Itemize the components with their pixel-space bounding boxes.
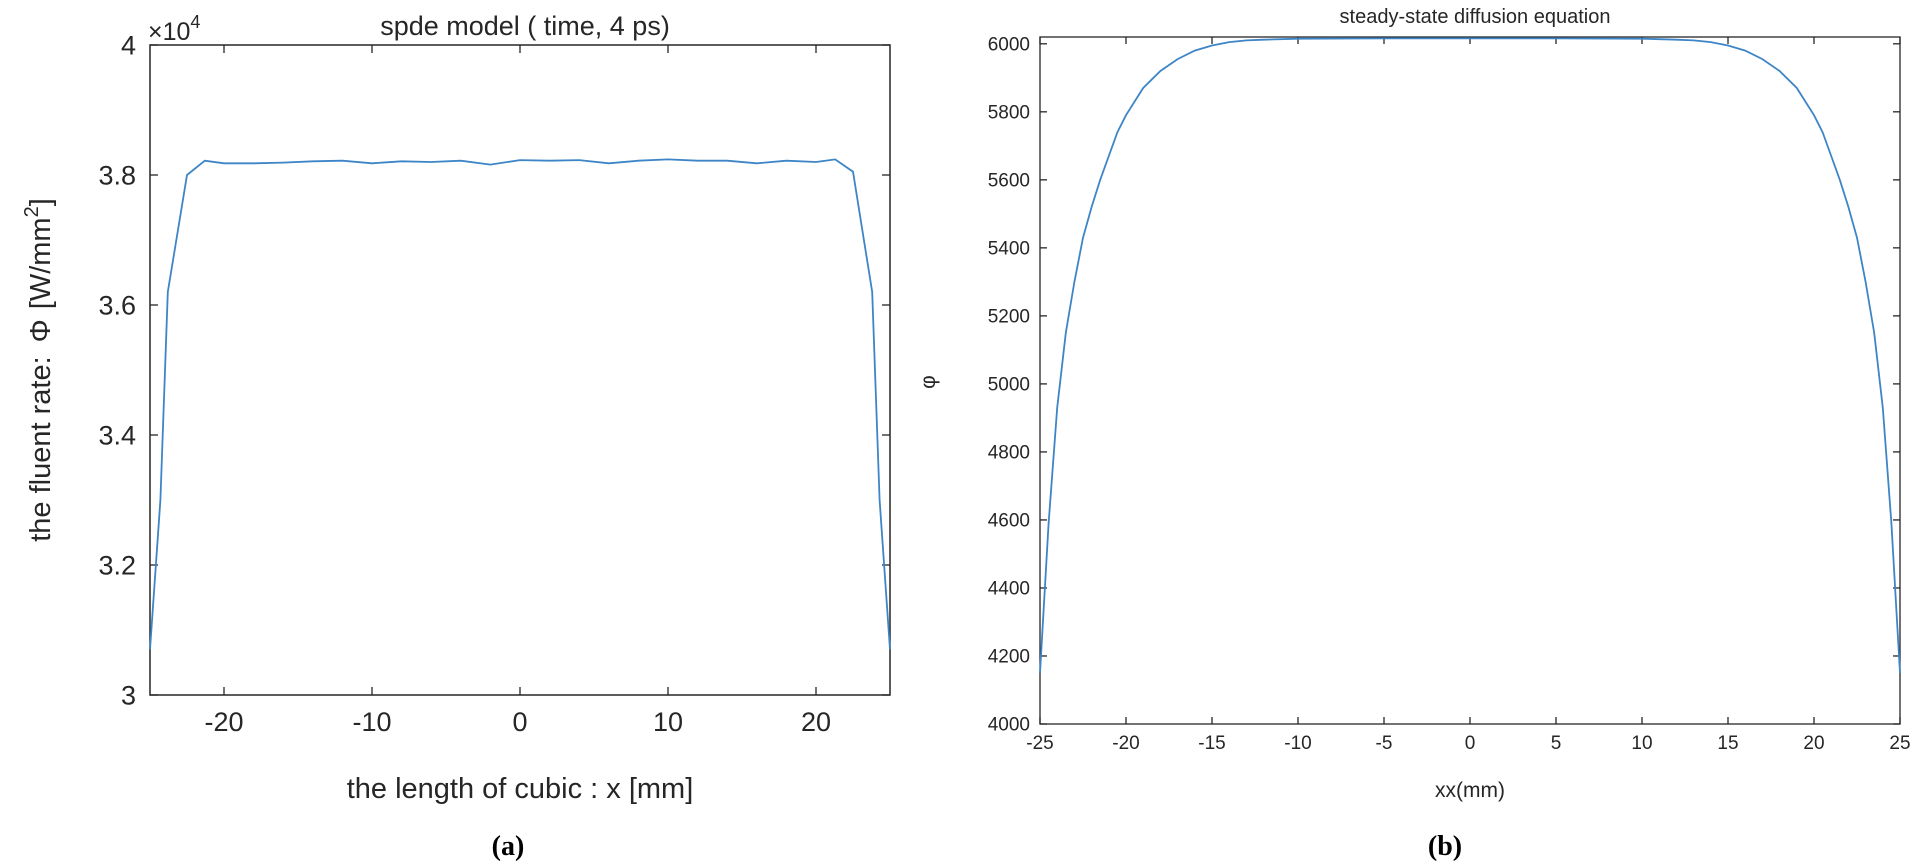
x-tick-label: 15 bbox=[1717, 733, 1738, 754]
x-tick-label: -20 bbox=[1112, 733, 1139, 754]
panel-a: spde model ( time, 4 ps) ×104 -20 -10 0 10 2… bbox=[21, 11, 891, 862]
x-tick-label: -25 bbox=[1026, 733, 1053, 754]
panel-a-x-axis-label: the length of cubic : x [mm] bbox=[347, 773, 694, 805]
y-tick-label: 5800 bbox=[988, 102, 1030, 123]
y-tick-label: 4 bbox=[121, 30, 136, 60]
y-tick-label: 3.2 bbox=[98, 550, 136, 580]
y-tick-label: 5000 bbox=[988, 375, 1030, 396]
y-tick-label: 6000 bbox=[988, 34, 1030, 55]
y-tick-label: 4200 bbox=[988, 647, 1030, 668]
panel-b-series-line bbox=[1039, 37, 1901, 674]
y-tick-label: 3.4 bbox=[98, 420, 136, 450]
panel-b: steady-state diffusion equation -25 -20 -1… bbox=[917, 6, 1911, 862]
panel-b-ticks: -25 -20 -15 -10 -5 0 5 10 15 20 25 4000 4200 4400 4600… bbox=[988, 34, 1911, 754]
y-tick-label: 5600 bbox=[988, 170, 1030, 191]
x-tick-label: 20 bbox=[1803, 733, 1824, 754]
y-tick-label: 3 bbox=[121, 680, 136, 710]
panel-a-y-axis-label: the fluent rate:Φ[W/mm2] bbox=[21, 198, 57, 542]
panel-b-axes-box bbox=[1039, 36, 1901, 725]
panel-a-caption: (a) bbox=[492, 831, 525, 862]
panel-b-caption: (b) bbox=[1428, 831, 1462, 862]
y-tick-label: 4600 bbox=[988, 511, 1030, 532]
y-tick-label: 4400 bbox=[988, 579, 1030, 600]
x-tick-label: -15 bbox=[1198, 733, 1225, 754]
x-tick-label: -10 bbox=[352, 707, 391, 737]
x-tick-label: 10 bbox=[653, 707, 683, 737]
x-tick-label: -20 bbox=[204, 707, 243, 737]
x-tick-label: -5 bbox=[1376, 733, 1393, 754]
panel-a-axes-box bbox=[149, 44, 891, 696]
panel-b-title: steady-state diffusion equation bbox=[1340, 6, 1611, 28]
y-tick-label: 5200 bbox=[988, 307, 1030, 328]
panel-a-title: spde model ( time, 4 ps) bbox=[380, 11, 670, 41]
x-tick-label: 20 bbox=[801, 707, 831, 737]
y-tick-label: 5400 bbox=[988, 239, 1030, 260]
panel-a-series-line bbox=[149, 158, 891, 650]
x-tick-label: 10 bbox=[1631, 733, 1652, 754]
panel-b-y-axis-label: φ bbox=[917, 375, 940, 389]
x-tick-label: -10 bbox=[1284, 733, 1311, 754]
panel-a-exponent-label: ×104 bbox=[148, 12, 200, 46]
panel-a-ticks: -20 -10 0 10 20 3 3.2 3.4 3.6 3.8 4 bbox=[98, 30, 890, 737]
y-tick-label: 4800 bbox=[988, 443, 1030, 464]
x-tick-label: 5 bbox=[1551, 733, 1562, 754]
y-tick-label: 3.6 bbox=[98, 290, 136, 320]
y-tick-label: 4000 bbox=[988, 715, 1030, 736]
panel-b-x-axis-label: xx(mm) bbox=[1435, 779, 1505, 802]
y-tick-label: 3.8 bbox=[98, 160, 136, 190]
x-tick-label: 0 bbox=[1465, 733, 1476, 754]
x-tick-label: 0 bbox=[512, 707, 527, 737]
x-tick-label: 25 bbox=[1889, 733, 1910, 754]
